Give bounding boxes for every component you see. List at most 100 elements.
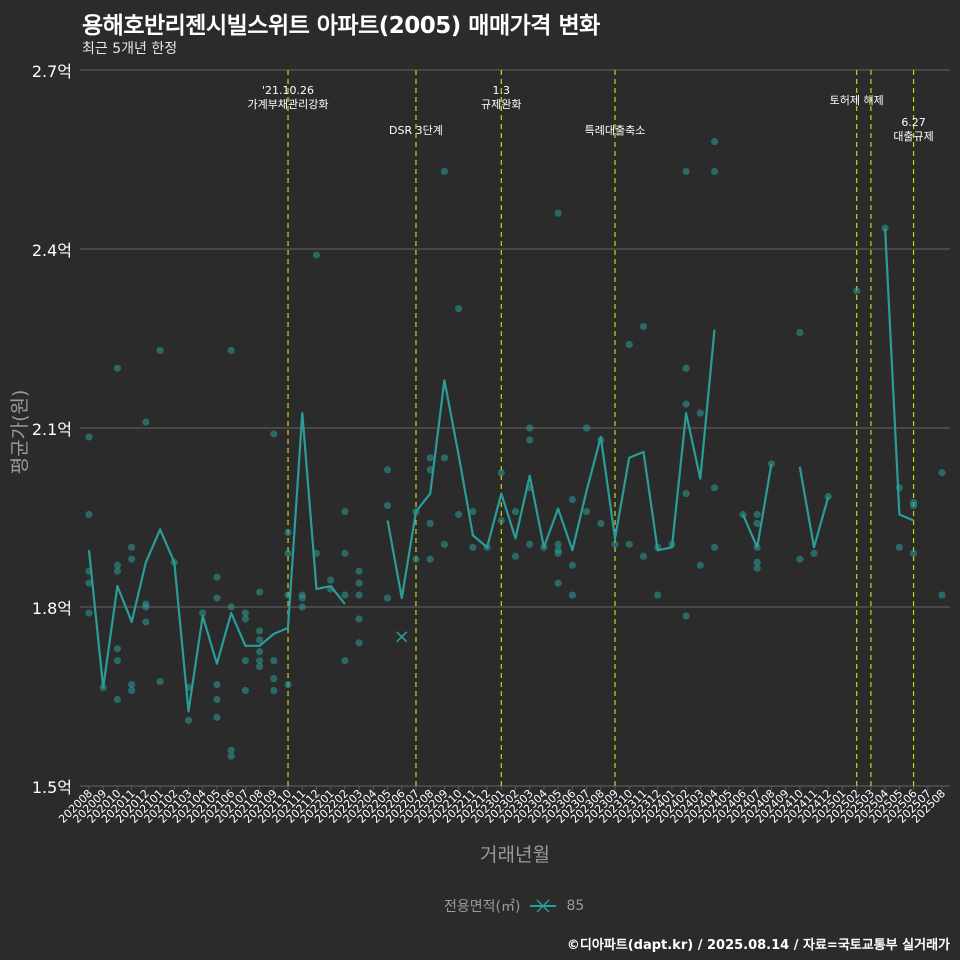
data-point <box>241 609 249 617</box>
data-point <box>284 680 292 689</box>
data-point <box>113 561 122 569</box>
data-point <box>682 612 690 620</box>
event-label: '21.10.26 <box>262 84 314 97</box>
series-line <box>884 228 915 522</box>
data-point <box>227 746 235 754</box>
data-point <box>526 424 534 432</box>
data-point <box>710 484 719 492</box>
series-marker <box>396 631 408 643</box>
data-point <box>526 436 534 444</box>
data-point <box>270 430 278 438</box>
y-tick-label: 1.5억 <box>32 778 72 797</box>
data-point <box>469 543 477 551</box>
data-point <box>270 686 278 695</box>
data-point <box>184 716 193 724</box>
data-point <box>312 251 321 259</box>
data-point <box>227 752 235 760</box>
data-point <box>85 510 93 519</box>
data-point <box>568 591 576 599</box>
data-point <box>440 454 449 462</box>
data-point <box>497 469 505 477</box>
data-point <box>256 663 264 671</box>
event-label: 1.3 <box>493 84 511 97</box>
data-point <box>383 501 392 510</box>
data-point <box>710 167 719 176</box>
data-point <box>455 305 463 313</box>
data-point <box>497 516 505 525</box>
data-point <box>113 364 122 372</box>
data-point <box>85 579 93 587</box>
data-point <box>113 645 122 653</box>
data-point <box>341 507 349 516</box>
data-point <box>682 167 690 176</box>
data-point <box>938 591 946 599</box>
data-point <box>554 579 562 587</box>
data-point <box>426 555 434 563</box>
data-point <box>156 677 164 686</box>
data-point <box>554 209 562 217</box>
data-point <box>355 567 363 575</box>
data-point <box>511 507 520 516</box>
data-point <box>597 519 605 528</box>
data-point <box>938 469 946 477</box>
data-point <box>355 579 363 587</box>
data-point <box>355 639 363 647</box>
series-line <box>87 412 346 713</box>
series-line <box>741 463 773 549</box>
data-point <box>682 400 690 408</box>
data-point <box>256 648 264 656</box>
data-point <box>796 555 804 563</box>
data-point <box>142 600 150 608</box>
y-tick-label: 2.1억 <box>32 420 72 439</box>
data-point <box>128 680 136 689</box>
data-point <box>327 576 335 584</box>
data-point <box>213 594 221 602</box>
data-point <box>568 496 576 504</box>
legend-title: 전용면적(㎡) <box>444 899 521 915</box>
data-point <box>682 364 690 372</box>
data-point <box>213 680 221 689</box>
y-tick-label: 2.4억 <box>32 241 72 260</box>
series-line <box>386 329 716 600</box>
chart-subtitle: 최근 5개년 한정 <box>82 41 178 57</box>
data-point <box>85 433 93 441</box>
data-point <box>909 549 918 557</box>
y-tick-label: 2.7억 <box>32 62 72 81</box>
data-point <box>213 573 221 581</box>
event-label: 6.27 <box>901 116 926 129</box>
chart-title: 용해호반리젠시빌스위트 아파트(2005) 매매가격 변화 <box>82 13 600 39</box>
data-point <box>796 328 804 337</box>
series-line <box>798 466 830 549</box>
data-point <box>625 540 633 548</box>
data-point <box>156 346 164 355</box>
data-point <box>582 424 591 432</box>
data-point <box>526 540 534 548</box>
data-point <box>113 657 122 665</box>
data-point <box>853 287 861 295</box>
data-point <box>511 552 520 560</box>
data-point <box>256 588 264 596</box>
data-point <box>113 695 122 704</box>
data-point <box>256 627 264 635</box>
data-point <box>753 564 761 572</box>
data-point <box>227 346 235 355</box>
x-axis-title: 거래년월 <box>480 844 550 866</box>
data-point <box>909 498 918 507</box>
data-point <box>710 543 719 551</box>
data-point <box>440 540 449 548</box>
data-point <box>355 591 363 599</box>
data-point <box>696 561 704 569</box>
data-point <box>383 594 392 602</box>
data-point <box>568 561 576 569</box>
data-point <box>895 484 903 492</box>
data-point <box>611 540 619 548</box>
data-point <box>128 543 136 551</box>
data-point <box>625 340 633 349</box>
data-point <box>696 409 704 417</box>
data-point <box>142 418 150 426</box>
data-point <box>639 322 648 331</box>
event-label: 규제완화 <box>481 98 521 111</box>
data-point <box>341 657 349 665</box>
data-point <box>298 591 306 599</box>
data-point <box>85 609 93 617</box>
